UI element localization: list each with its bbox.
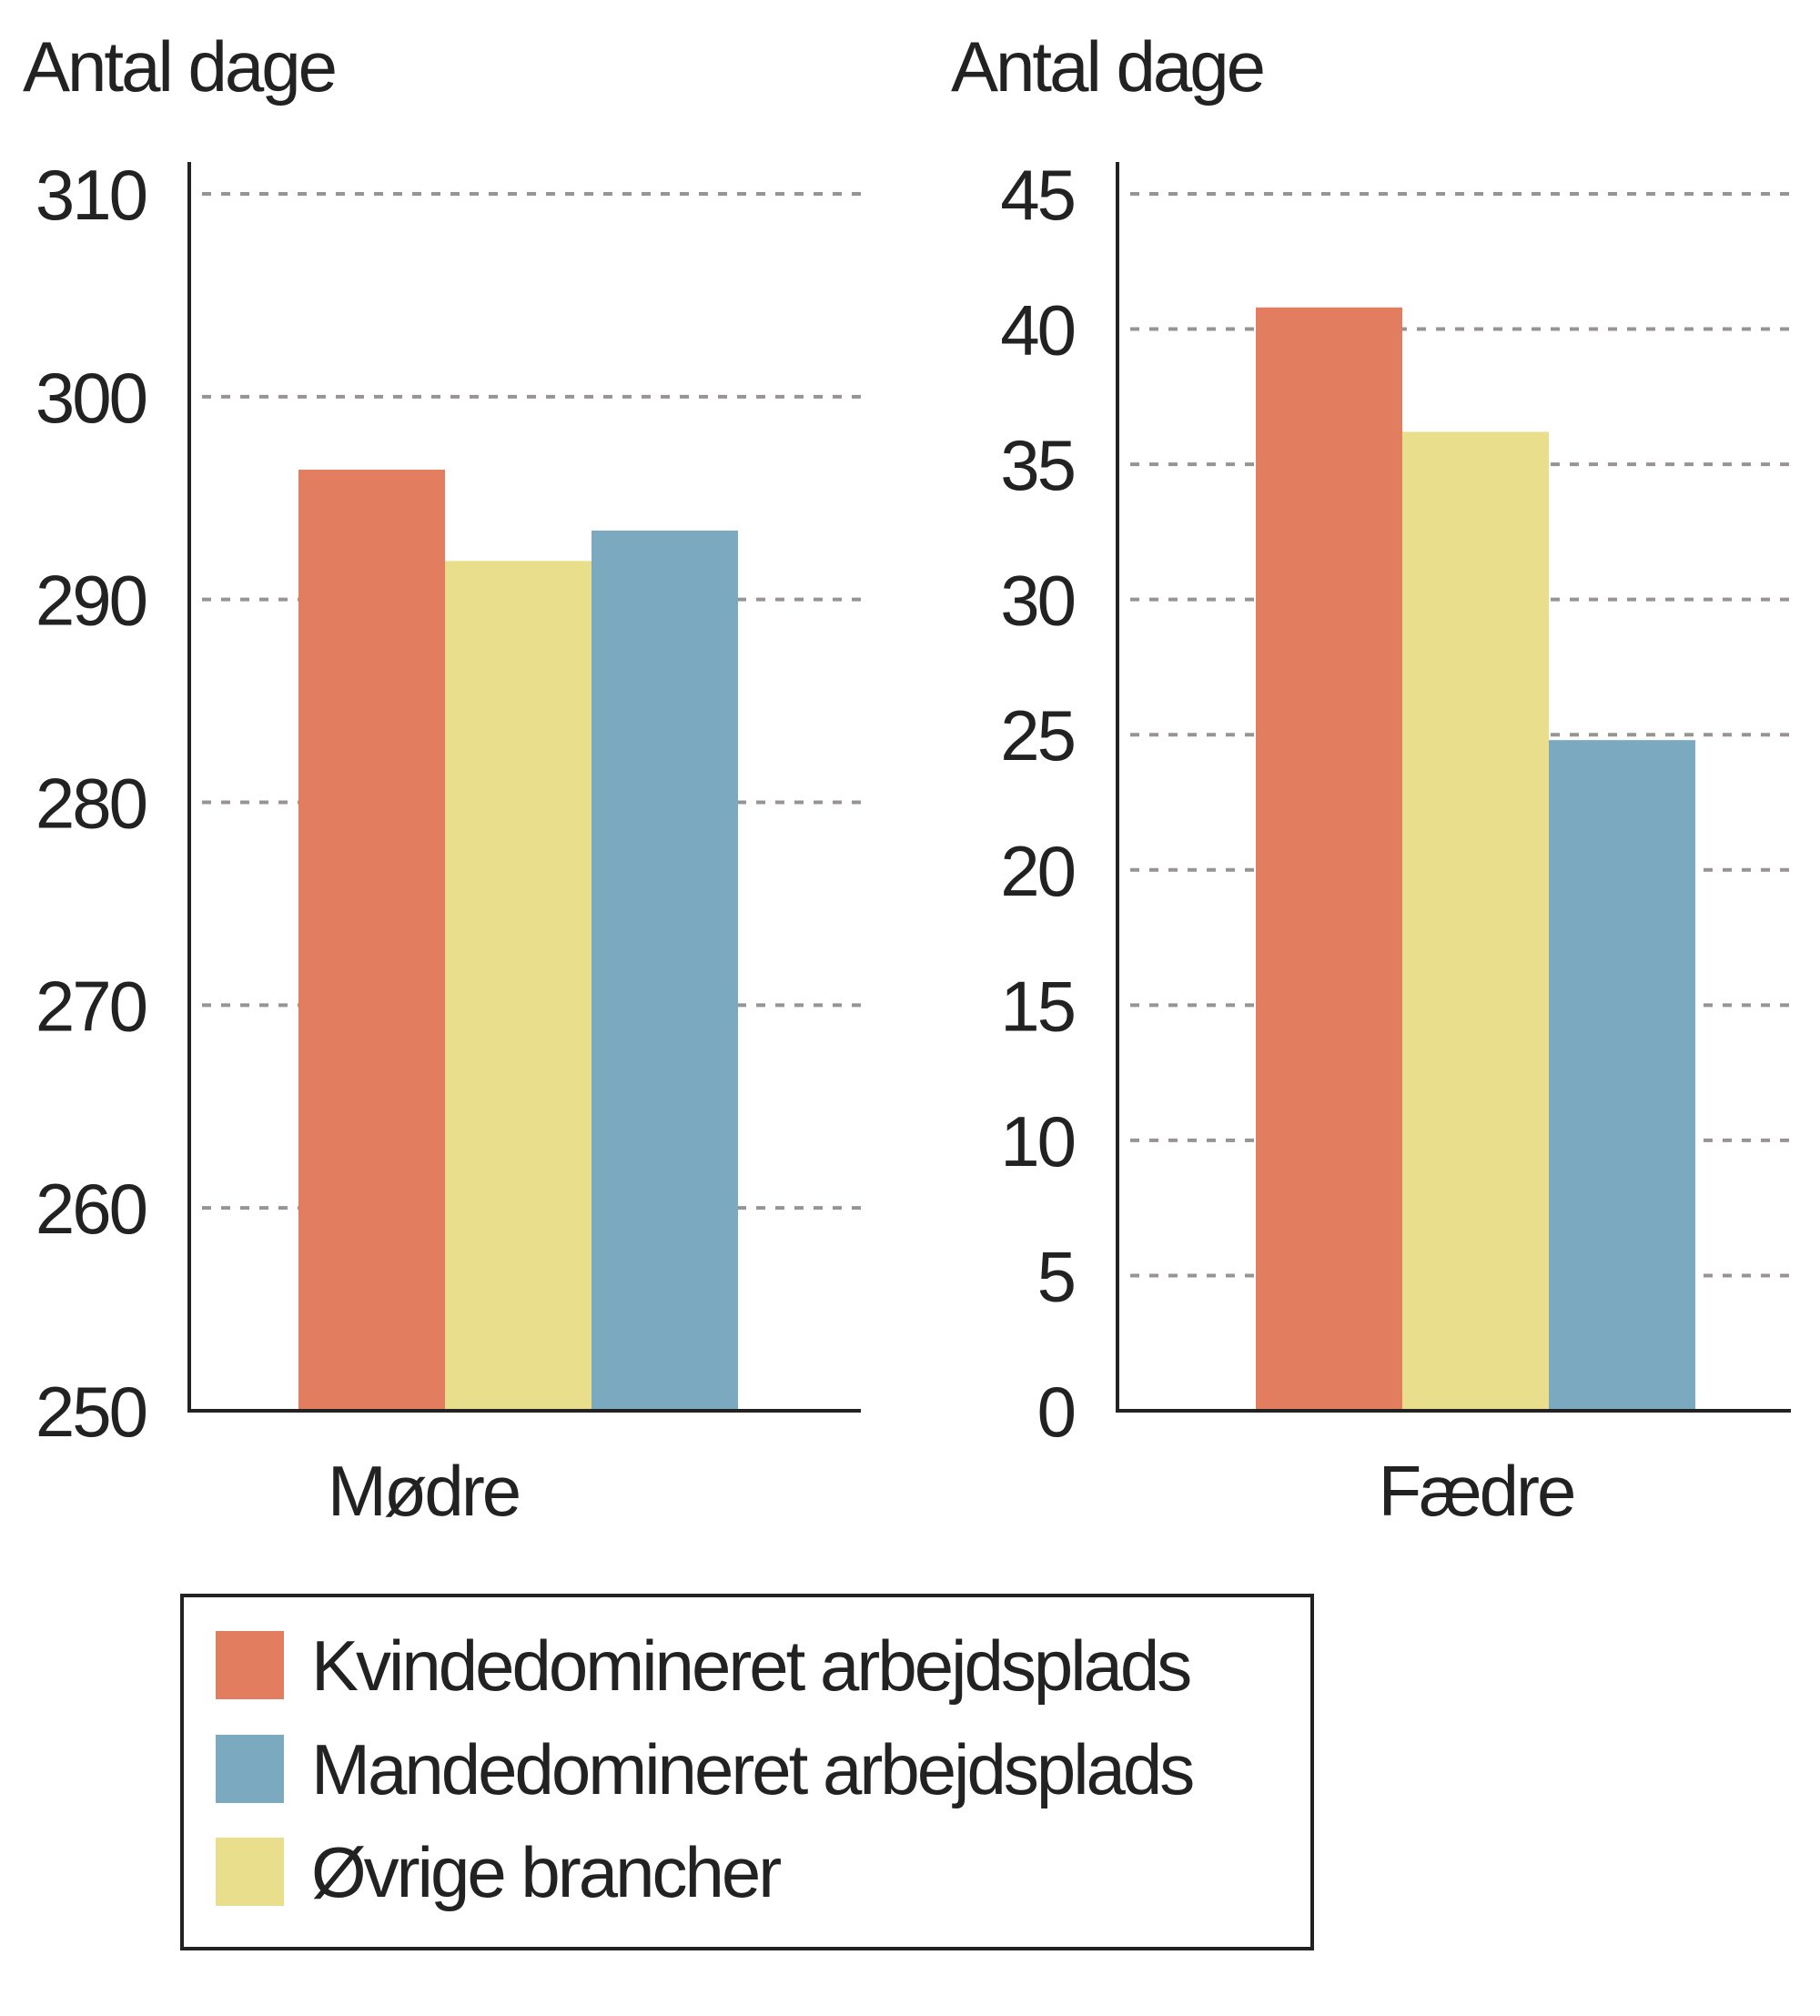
bar-kvindedomineret-arbejdsplads (298, 470, 445, 1411)
bar-mandedomineret-arbejdsplads (1549, 740, 1695, 1411)
bar-kvindedomineret-arbejdsplads (1256, 307, 1402, 1412)
legend-label: Mandedomineret arbejdsplads (311, 1729, 1193, 1809)
legend-label: Øvrige brancher (311, 1832, 781, 1912)
y-tick-label: 270 (35, 966, 147, 1046)
y-tick-label: 20 (1000, 831, 1074, 911)
y-tick-label: 40 (1000, 290, 1074, 370)
y-tick-label: 0 (1037, 1372, 1075, 1452)
legend-label: Kvindedomineret arbejdsplads (311, 1626, 1190, 1706)
y-tick-label: 25 (1000, 695, 1074, 775)
y-tick-label: 35 (1000, 425, 1074, 505)
y-tick-label: 260 (35, 1169, 147, 1249)
y-tick-label: 30 (1000, 561, 1074, 641)
legend-swatch (216, 1838, 284, 1906)
legend: Kvindedomineret arbejdsplads Mandedomine… (180, 1594, 1314, 1950)
y-tick-label: 10 (1000, 1101, 1074, 1181)
y-tick-label: 5 (1037, 1236, 1075, 1316)
legend-frame (180, 1594, 1314, 1950)
axes (187, 162, 861, 1413)
y-axis-label: Antal dage (23, 26, 335, 106)
chart-panel-faedre: Antal dage Fædre 0 5 10 15 20 25 30 35 40 45 (951, 26, 1791, 1531)
axes (1116, 162, 1791, 1413)
category-label: Fædre (1379, 1451, 1574, 1531)
bar--vrige-brancher (445, 561, 592, 1411)
bar--vrige-brancher (1402, 431, 1549, 1411)
y-tick-label: 290 (35, 561, 147, 641)
bar-mandedomineret-arbejdsplads (592, 530, 738, 1411)
legend-swatch (216, 1631, 284, 1699)
category-label: Mødre (328, 1451, 519, 1531)
legend-swatch (216, 1735, 284, 1803)
y-axis-label: Antal dage (951, 26, 1263, 106)
y-tick-label: 15 (1000, 966, 1074, 1046)
y-tick-label: 45 (1000, 155, 1074, 235)
y-tick-label: 250 (35, 1372, 147, 1452)
y-tick-label: 300 (35, 358, 147, 438)
y-tick-label: 310 (35, 155, 147, 235)
chart-panel-modre: Antal dage Mødre 250 260 270 280 290 300 310 (23, 26, 861, 1531)
y-tick-label: 280 (35, 764, 147, 844)
